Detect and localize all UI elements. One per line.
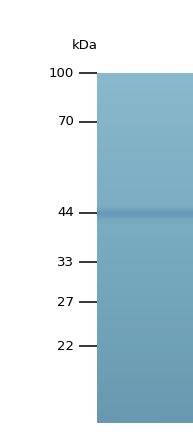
Text: 44: 44 [58, 206, 74, 219]
Text: 100: 100 [49, 67, 74, 80]
Text: 27: 27 [57, 296, 74, 309]
Text: 22: 22 [57, 340, 74, 353]
Text: 33: 33 [57, 256, 74, 269]
Text: kDa: kDa [71, 39, 97, 52]
Text: 70: 70 [58, 115, 74, 128]
